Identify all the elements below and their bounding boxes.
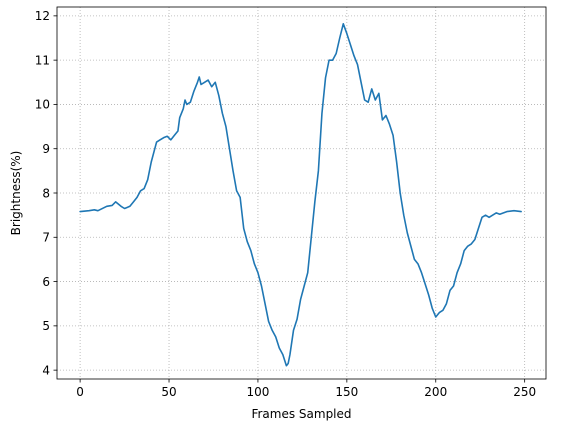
y-tick-label: 7 [42,231,50,245]
y-tick-label: 4 [42,363,50,377]
y-axis: 4 5 6 7 8 9 10 11 12 [35,9,57,377]
y-tick-label: 10 [35,98,50,112]
y-tick-label: 9 [42,142,50,156]
x-tick-label: 100 [246,385,269,399]
x-tick-label: 200 [424,385,447,399]
y-tick-label: 5 [42,319,50,333]
x-tick-label: 150 [335,385,358,399]
x-tick-label: 250 [513,385,536,399]
plot-frame [56,6,547,380]
x-axis: 0 50 100 150 200 250 [76,379,536,399]
grid [57,7,546,379]
y-tick-label: 12 [35,9,50,23]
series-line [79,23,522,367]
x-tick-label: 0 [76,385,84,399]
y-tick-label: 8 [42,186,50,200]
x-tick-label: 50 [161,385,176,399]
y-axis-label: Brightness(%) [9,151,23,236]
x-axis-label: Frames Sampled [251,407,351,421]
y-tick-label: 11 [35,53,50,67]
y-tick-label: 6 [42,275,50,289]
